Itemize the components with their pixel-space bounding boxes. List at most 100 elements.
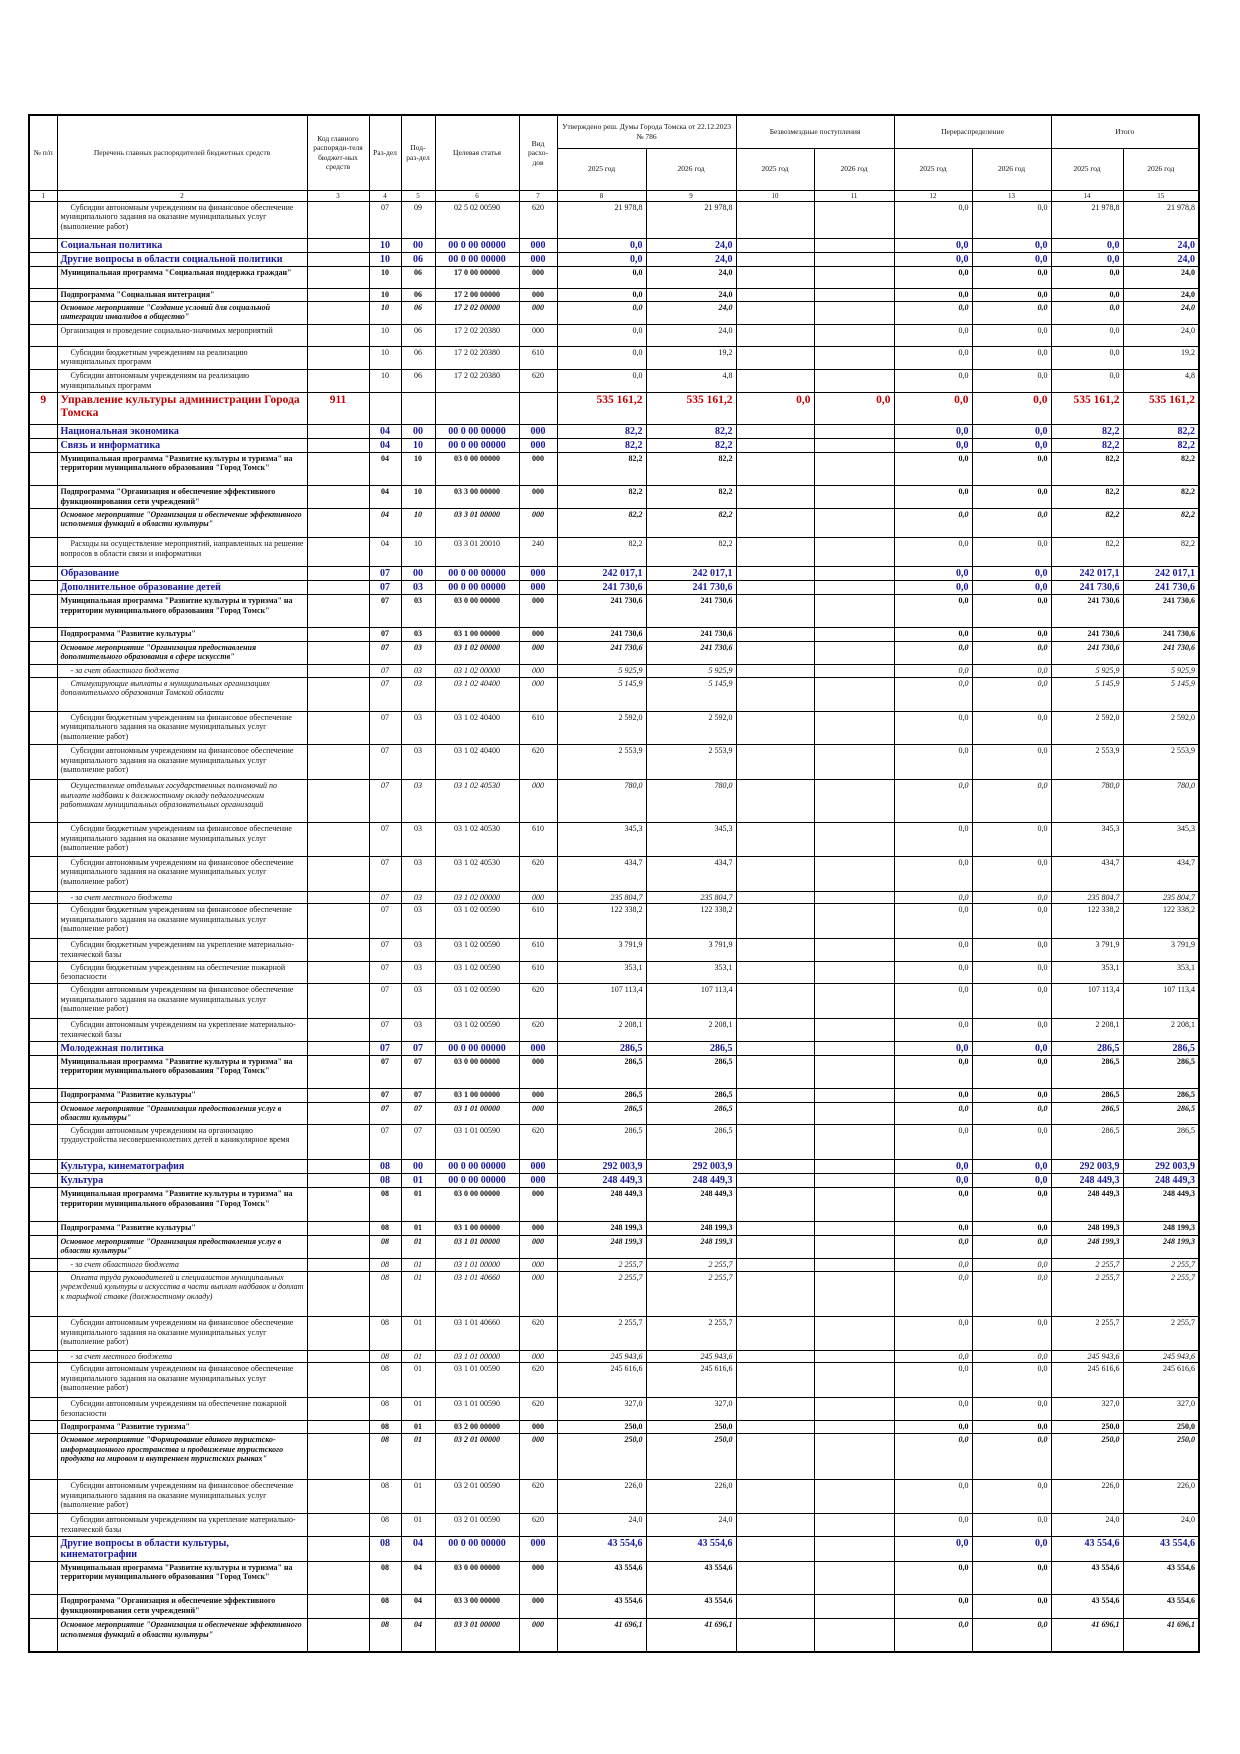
- table-cell: 03 3 01 20010: [434, 537, 520, 568]
- table-row: Субсидии бюджетным учреждениям на обеспе…: [28, 960, 1200, 985]
- table-cell: 0,0: [971, 507, 1052, 539]
- table-cell: [813, 640, 895, 666]
- table-cell: 0,0: [893, 1258, 973, 1272]
- table-cell: 780,0: [556, 779, 647, 824]
- table-cell: 10: [368, 345, 402, 371]
- table-cell: 3 791,9: [1050, 938, 1124, 962]
- table-cell: 286,5: [645, 1040, 737, 1056]
- table-cell: 00 0 00 00000: [434, 251, 520, 267]
- table-cell: 000: [518, 890, 558, 905]
- table-cell: 82,2: [1122, 537, 1200, 568]
- table-cell: 0,0: [893, 1618, 973, 1653]
- table-cell: 07: [368, 903, 402, 940]
- table-cell: 000: [518, 437, 558, 453]
- table-cell: 00: [400, 566, 436, 582]
- header-cell: Под-раз-дел: [400, 114, 436, 191]
- table-cell: 2 208,1: [556, 1018, 647, 1042]
- table-cell: 000: [518, 1187, 558, 1223]
- table-cell: 000: [518, 1433, 558, 1481]
- table-row: Культура 08 01 00 0 00 00000 000 248 449,3 248…: [28, 1173, 1200, 1189]
- table-cell: 03 1 02 00590: [434, 960, 520, 985]
- table-cell: 241 730,6: [556, 580, 647, 596]
- table-cell: 03 1 02 40400: [434, 676, 520, 712]
- table-cell: [28, 580, 58, 596]
- table-cell: [28, 1316, 58, 1351]
- table-cell: [306, 369, 370, 393]
- table-cell: 0,0: [893, 983, 973, 1020]
- header-cell: Вид расхо-дов: [518, 114, 558, 191]
- table-cell: 0,0: [971, 580, 1052, 596]
- table-cell: 04: [400, 1594, 436, 1620]
- header-year: 2025 год: [1050, 147, 1124, 191]
- table-cell: [735, 437, 815, 453]
- row-label: Муниципальная программа "Социальная подд…: [56, 265, 308, 290]
- table-cell: [306, 1088, 370, 1103]
- table-cell: 21 978,8: [1050, 200, 1124, 239]
- table-cell: 2 592,0: [1122, 710, 1200, 746]
- table-cell: 19,2: [1122, 345, 1200, 371]
- table-cell: 5 145,9: [1050, 676, 1124, 712]
- table-cell: 01: [400, 1173, 436, 1189]
- header-year: 2026 год: [645, 147, 737, 191]
- table-cell: 03: [400, 779, 436, 824]
- table-cell: [28, 200, 58, 239]
- table-cell: 24,0: [1122, 1513, 1200, 1537]
- table-cell: 0,0: [893, 938, 973, 962]
- row-label: Связь и информатика: [56, 437, 308, 453]
- table-cell: 535 161,2: [556, 391, 647, 425]
- table-cell: 82,2: [556, 537, 647, 568]
- table-cell: 610: [518, 822, 558, 857]
- table-cell: 0,0: [971, 1101, 1052, 1125]
- table-cell: 0,0: [971, 1270, 1052, 1318]
- table-cell: 08: [368, 1258, 402, 1272]
- table-cell: 07: [368, 779, 402, 824]
- row-label: Другие вопросы в области социальной поли…: [56, 251, 308, 267]
- table-cell: 82,2: [1050, 537, 1124, 568]
- row-label: Образование: [56, 566, 308, 582]
- table-cell: 00 0 00 00000: [434, 423, 520, 439]
- row-label: Субсидии автономным учреждениям на финан…: [56, 200, 308, 239]
- table-cell: 82,2: [1122, 423, 1200, 439]
- table-cell: 08: [368, 1419, 402, 1435]
- table-cell: 620: [518, 1362, 558, 1399]
- table-cell: 10: [400, 451, 436, 487]
- table-cell: [813, 1433, 895, 1481]
- table-cell: 0,0: [893, 345, 973, 371]
- table-cell: 0,0: [971, 1618, 1052, 1653]
- table-cell: 0,0: [893, 1234, 973, 1260]
- table-cell: 0,0: [893, 1054, 973, 1090]
- table-row: Субсидии бюджетным учреждениям на укрепл…: [28, 938, 1200, 962]
- table-cell: 0,0: [893, 1173, 973, 1189]
- table-cell: 03: [400, 594, 436, 629]
- table-cell: [306, 855, 370, 892]
- table-row: Подпрограмма "Развитие культуры" 07 03 03 1…: [28, 627, 1200, 642]
- table-cell: [306, 710, 370, 746]
- table-cell: 000: [518, 779, 558, 824]
- table-cell: 0,0: [893, 369, 973, 393]
- table-cell: [735, 451, 815, 487]
- table-cell: [735, 580, 815, 596]
- header-group: Утверждено реш. Думы Города Томска от 22…: [556, 114, 737, 149]
- table-cell: 248 449,3: [1050, 1173, 1124, 1189]
- table-cell: 248 199,3: [556, 1234, 647, 1260]
- table-cell: 780,0: [645, 779, 737, 824]
- table-cell: [735, 1258, 815, 1272]
- table-cell: [306, 1594, 370, 1620]
- table-cell: [813, 903, 895, 940]
- table-cell: 07: [368, 627, 402, 642]
- table-cell: [735, 1221, 815, 1236]
- table-cell: [28, 960, 58, 985]
- table-cell: 0,0: [971, 1054, 1052, 1090]
- table-cell: 000: [518, 1040, 558, 1056]
- row-label: Подпрограмма "Развитие культуры": [56, 1088, 308, 1103]
- table-cell: 03 2 01 00590: [434, 1479, 520, 1515]
- table-cell: [306, 890, 370, 905]
- table-cell: 24,0: [645, 1513, 737, 1537]
- table-cell: [28, 324, 58, 347]
- table-cell: 17 2 02 20380: [434, 324, 520, 347]
- row-label: Муниципальная программа "Развитие культу…: [56, 1054, 308, 1090]
- table-cell: 780,0: [1122, 779, 1200, 824]
- table-cell: 03 3 00 00000: [434, 1594, 520, 1620]
- table-cell: [735, 627, 815, 642]
